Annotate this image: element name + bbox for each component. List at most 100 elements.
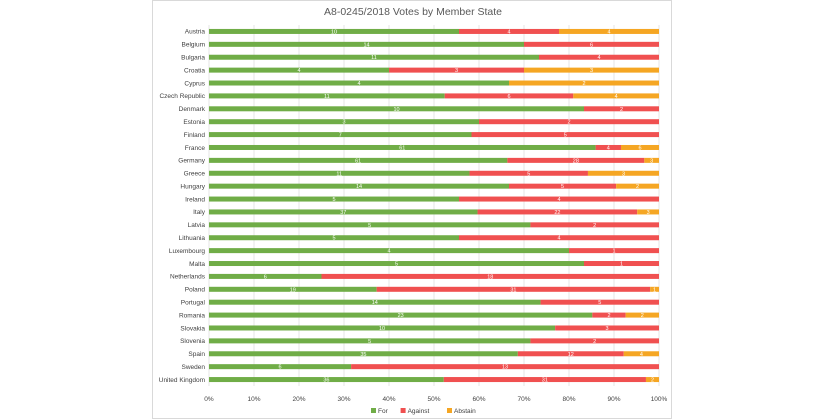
data-label: 2 <box>593 339 596 345</box>
category-label: Italy <box>193 209 206 216</box>
data-label: 4 <box>615 94 618 100</box>
bar-segment-against <box>459 28 559 34</box>
legend: For Against Abstain <box>371 408 476 415</box>
bar-segment-for <box>209 364 352 370</box>
bar-segment-for <box>209 67 389 73</box>
data-label: 10 <box>393 107 399 113</box>
category-label: Croatia <box>184 67 205 74</box>
category-label: Estonia <box>183 119 205 126</box>
category-label: Portugal <box>181 299 206 306</box>
bar-segment-for <box>209 325 556 331</box>
legend-label: Abstain <box>454 408 476 415</box>
data-label: 3 <box>647 210 650 216</box>
data-label: 5 <box>368 223 371 229</box>
bar-segment-for <box>209 93 445 99</box>
x-tick-label: 40% <box>382 396 395 403</box>
data-label: 6 <box>279 365 282 371</box>
category-label: Finland <box>184 132 206 139</box>
data-label: 4 <box>597 55 600 61</box>
data-label: 3 <box>590 68 593 74</box>
data-label: 3 <box>650 158 653 164</box>
data-label: 6 <box>590 42 593 48</box>
bar-segment-for <box>209 196 459 202</box>
data-label: 4 <box>607 145 610 151</box>
data-label: 19 <box>290 287 296 293</box>
category-label: Latvia <box>188 222 206 229</box>
data-label: 5 <box>395 262 398 268</box>
data-label: 4 <box>557 197 560 203</box>
x-tick-label: 20% <box>292 396 305 403</box>
data-label: 5 <box>332 236 335 242</box>
bar-segment-abstain <box>650 286 659 292</box>
data-label: 10 <box>379 326 385 332</box>
data-label: 28 <box>573 158 579 164</box>
data-label: 5 <box>368 339 371 345</box>
data-label: 11 <box>324 94 330 100</box>
legend-swatch-abstain <box>447 408 452 413</box>
x-tick-label: 100% <box>651 396 668 403</box>
x-tick-label: 10% <box>247 396 260 403</box>
category-label: Sweden <box>182 364 206 371</box>
x-axis-ticks: 0% 10% 20% 30% 40% 50% 60% 70% 80% 90% 100% <box>204 396 667 403</box>
category-label: Spain <box>188 351 205 358</box>
bar-segment-for <box>209 338 531 344</box>
bar-segment-against <box>530 222 659 228</box>
bar-segment-for <box>209 54 539 60</box>
data-label: 12 <box>568 352 574 358</box>
data-label: 4 <box>297 68 300 74</box>
x-tick-label: 90% <box>607 396 620 403</box>
data-label: 2 <box>567 120 570 126</box>
bar-segment-against <box>459 196 659 202</box>
bar-segment-against <box>584 261 659 267</box>
category-label: France <box>185 145 206 152</box>
bar-segment-against <box>539 54 659 60</box>
category-label: Greece <box>184 171 206 178</box>
bar-segment-abstain <box>587 170 659 176</box>
bar-segment-against <box>444 93 574 99</box>
category-label: Germany <box>178 158 205 165</box>
data-label: 10 <box>331 29 337 35</box>
category-label: Lithuania <box>179 235 206 242</box>
category-label: Luxembourg <box>169 248 206 255</box>
bar-segment-against <box>477 209 638 215</box>
bar-segment-against <box>459 235 659 241</box>
data-label: 2 <box>607 313 610 319</box>
data-label: 2 <box>620 107 623 113</box>
bar-segment-against <box>509 183 617 189</box>
bar-segment-against <box>469 170 588 176</box>
bars: 10 4 414 611 44 3 34 211 6 410 23 27 561 4 661 28 311 5 31… <box>209 28 659 384</box>
bar-segment-for <box>209 170 470 176</box>
data-label: 2 <box>641 313 644 319</box>
bar-segment-abstain <box>616 183 659 189</box>
bar-segment-against <box>471 132 659 138</box>
legend-swatch-against <box>400 408 406 413</box>
data-label: 1 <box>653 287 656 293</box>
bar-segment-for <box>209 248 569 254</box>
data-label: 4 <box>387 249 390 255</box>
bar-segment-abstain <box>620 144 659 150</box>
gridlines <box>208 25 660 386</box>
data-label: 5 <box>332 197 335 203</box>
bar-segment-abstain <box>573 93 659 99</box>
category-label: Hungary <box>180 183 205 190</box>
bar-segment-for <box>209 299 541 305</box>
bar-segment-against <box>595 144 621 150</box>
data-label: 5 <box>598 300 601 306</box>
data-label: 3 <box>606 326 609 332</box>
data-label: 61 <box>399 145 405 151</box>
data-label: 35 <box>360 352 366 358</box>
bar-segment-for <box>209 144 596 150</box>
bar-segment-for <box>209 286 377 292</box>
x-tick-label: 80% <box>562 396 575 403</box>
legend-swatch-for <box>371 408 376 413</box>
legend-label: For <box>378 408 389 415</box>
x-tick-label: 60% <box>472 396 485 403</box>
data-label: 2 <box>636 184 639 190</box>
data-label: 11 <box>371 55 377 61</box>
bar-segment-against <box>569 248 659 254</box>
data-label: 6 <box>264 274 267 280</box>
bar-segment-against <box>592 312 626 318</box>
data-label: 5 <box>564 133 567 139</box>
category-label: United Kingdom <box>159 377 205 384</box>
bar-segment-for <box>209 41 524 47</box>
